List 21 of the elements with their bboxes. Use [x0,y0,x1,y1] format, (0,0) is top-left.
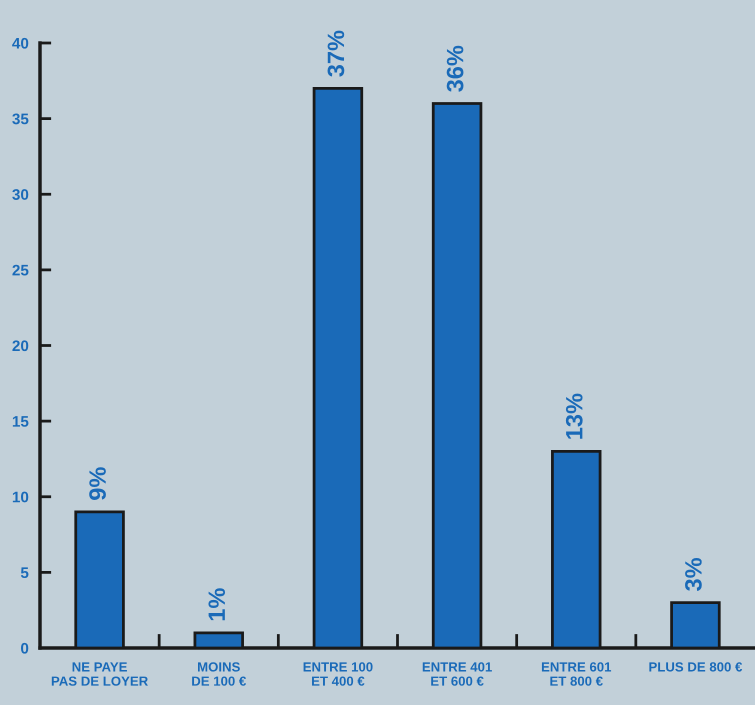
data-label: 36% [446,46,464,92]
y-tick-label: 25 [12,264,28,276]
x-tick-label: PLUS DE 800 € [649,662,742,672]
x-tick-label: ENTRE 601 ET 800 € [542,662,612,686]
data-label: 37% [328,30,344,77]
x-tick-label: MOINS DE 100 € [192,662,246,686]
y-tick-label: 40 [12,38,28,49]
x-tick-label: ENTRE 100 ET 400 € [304,662,373,686]
data-label: 13% [566,394,583,439]
y-tick-label: 5 [20,567,28,578]
data-label: 3% [685,558,702,591]
y-tick-label: 35 [12,113,28,124]
data-label: 9% [89,467,106,500]
y-tick-label: 10 [12,492,28,502]
y-tick-label: 0 [20,642,28,654]
y-tick-label: 20 [12,340,28,352]
x-tick-label: NE PAYE PAS DE LOYER [52,662,148,686]
data-label: 1% [208,588,226,620]
x-tick-label: ENTRE 401 ET 600 € [422,662,492,686]
y-tick-label: 30 [12,189,28,200]
y-tick-label: 15 [12,416,28,427]
